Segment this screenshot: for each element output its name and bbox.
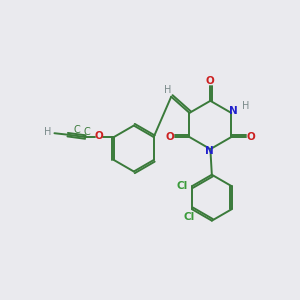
Text: N: N — [229, 106, 238, 116]
Text: H: H — [44, 127, 52, 137]
Text: N: N — [205, 146, 213, 156]
Text: O: O — [95, 131, 103, 142]
Text: H: H — [164, 85, 171, 95]
Text: C: C — [73, 125, 80, 135]
Text: O: O — [247, 132, 256, 142]
Text: Cl: Cl — [183, 212, 195, 221]
Text: C: C — [83, 127, 90, 137]
Text: Cl: Cl — [177, 181, 188, 191]
Text: O: O — [206, 76, 215, 86]
Text: O: O — [165, 132, 174, 142]
Text: H: H — [242, 101, 250, 111]
